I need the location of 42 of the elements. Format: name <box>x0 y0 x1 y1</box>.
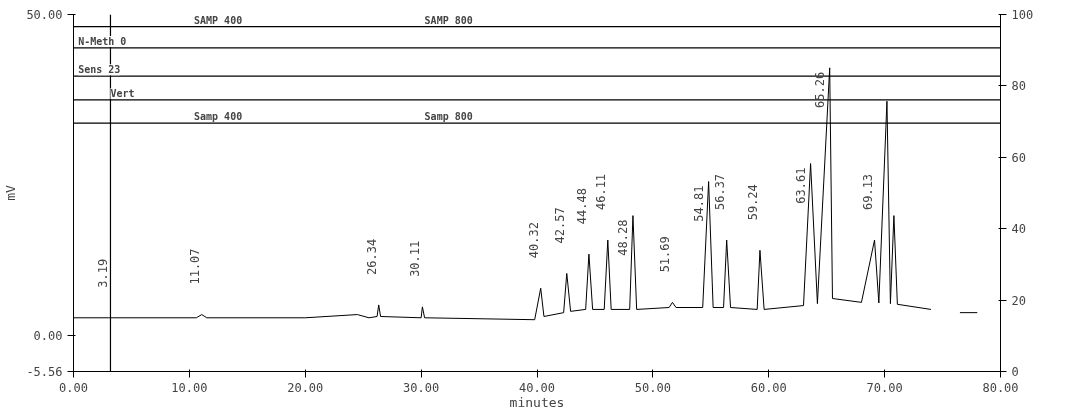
annotation: Vert <box>110 87 135 99</box>
annotation: 40.32 <box>526 222 541 259</box>
x-tick-label: 70.00 <box>866 380 903 395</box>
annotation: 51.69 <box>658 236 673 273</box>
x-axis-title: minutes <box>509 394 565 410</box>
annotation: 11.07 <box>187 248 202 285</box>
annotation: 3.19 <box>96 258 111 288</box>
x-tick-label: 30.00 <box>403 380 440 395</box>
x-tick-label: 40.00 <box>518 380 556 395</box>
annotation: 42.57 <box>552 207 567 244</box>
y2-tick-label: 40 <box>1011 222 1026 237</box>
y-tick-label: -5.56 <box>26 365 63 379</box>
annotation: Samp 400 <box>194 111 243 123</box>
annotation: Samp 800 <box>424 111 473 123</box>
x-tick-label: 20.00 <box>287 380 324 395</box>
y2-tick-label: 60 <box>1011 150 1026 165</box>
annotation: 63.61 <box>793 167 808 204</box>
y2-tick-label: 20 <box>1011 293 1026 308</box>
annotation: 26.34 <box>364 238 379 275</box>
annotation: 30.11 <box>408 240 423 277</box>
annotation: 56.37 <box>712 173 727 211</box>
x-tick-label: 80.00 <box>982 380 1019 395</box>
x-tick-label: 10.00 <box>171 380 208 395</box>
y2-tick-label: 0 <box>1011 365 1019 379</box>
annotation: N-Meth 0 <box>78 35 127 47</box>
x-tick-label: 0.00 <box>59 380 88 395</box>
y2-tick-label: 80 <box>1011 79 1026 94</box>
annotation: 48.28 <box>615 219 630 256</box>
y-tick-label: 0.00 <box>33 329 63 344</box>
annotation: 46.11 <box>593 173 608 211</box>
y-tick-label: 50.00 <box>26 8 63 22</box>
annotation: 54.81 <box>691 185 706 222</box>
x-tick-label: 50.00 <box>634 380 671 395</box>
y-axis-title: mV <box>3 185 19 201</box>
annotation: SAMP 400 <box>194 14 243 26</box>
x-tick-label: 60.00 <box>750 380 787 395</box>
annotation: 69.13 <box>860 173 875 211</box>
annotation: Sens 23 <box>78 64 121 76</box>
annotation: 44.48 <box>574 188 589 225</box>
annotation: SAMP 800 <box>424 14 473 26</box>
y2-tick-label: 100 <box>1011 8 1034 22</box>
annotation: 59.24 <box>745 184 760 221</box>
